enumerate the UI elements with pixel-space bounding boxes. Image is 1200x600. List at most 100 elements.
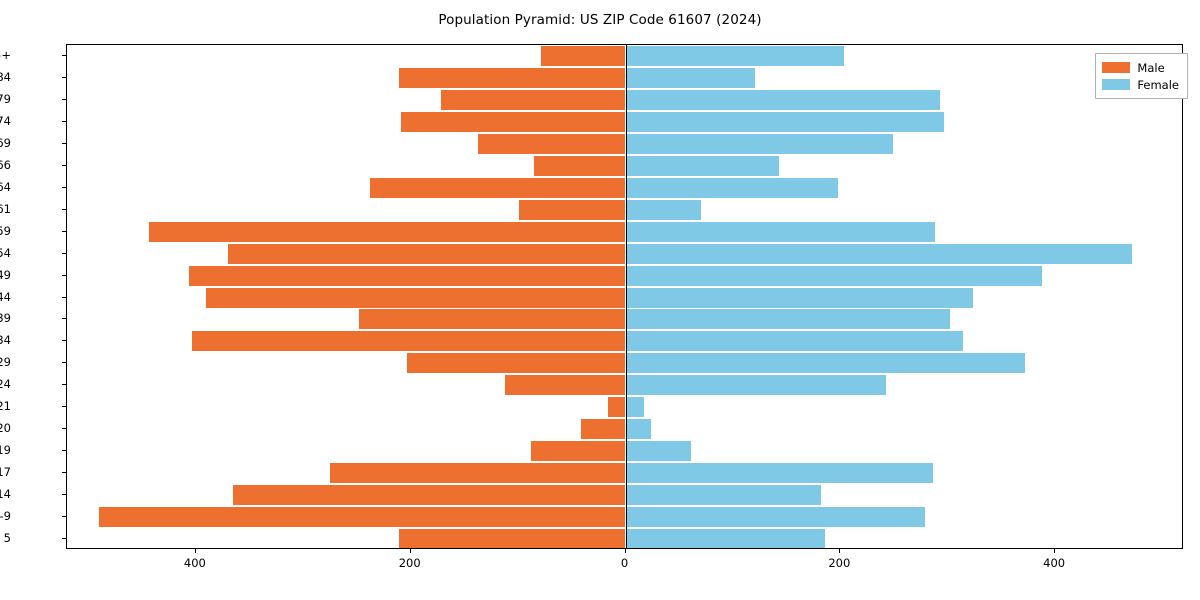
y-tick-label: 10-14 xyxy=(0,487,11,502)
bar-male-22-24[interactable] xyxy=(505,375,626,396)
y-tick-label: Under 5 xyxy=(0,531,11,546)
bar-row xyxy=(67,309,1182,330)
bar-female-45-49[interactable] xyxy=(625,265,1043,286)
y-tick-label: 35-39 xyxy=(0,311,11,326)
bar-male-25-29[interactable] xyxy=(407,353,626,374)
bar-female-20[interactable] xyxy=(625,419,652,440)
y-tick-label: 25-29 xyxy=(0,355,11,370)
bar-male-65-66[interactable] xyxy=(534,155,626,176)
bar-row xyxy=(67,155,1182,176)
y-tick-mark xyxy=(62,428,66,430)
bar-row xyxy=(67,67,1182,88)
bar-female-5-9[interactable] xyxy=(625,507,926,528)
bar-row xyxy=(67,331,1182,352)
bar-female-35-39[interactable] xyxy=(625,309,950,330)
y-tick-label: 20 xyxy=(0,421,11,436)
bar-male-30-34[interactable] xyxy=(191,331,626,352)
bar-male-40-44[interactable] xyxy=(205,287,626,308)
bar-male-15-17[interactable] xyxy=(330,463,626,484)
y-tick-mark xyxy=(62,406,66,408)
bar-female-65-66[interactable] xyxy=(625,155,780,176)
bar-male-20[interactable] xyxy=(581,419,626,440)
bar-row xyxy=(67,133,1182,154)
bar-male-75-79[interactable] xyxy=(440,89,626,110)
bar-female-67-69[interactable] xyxy=(625,133,893,154)
y-tick-mark xyxy=(62,164,66,166)
y-tick-mark xyxy=(62,450,66,452)
bar-male-18-19[interactable] xyxy=(530,441,626,462)
y-tick-label: 21 xyxy=(0,399,11,414)
bar-female-30-34[interactable] xyxy=(625,331,963,352)
bar-male-70-74[interactable] xyxy=(401,111,626,132)
y-tick-label: 18-19 xyxy=(0,443,11,458)
bar-row xyxy=(67,419,1182,440)
bar-female-60-61[interactable] xyxy=(625,199,701,220)
bar-female-10-14[interactable] xyxy=(625,485,821,506)
y-tick-mark xyxy=(62,120,66,122)
y-tick-mark xyxy=(62,274,66,276)
bar-female-50-54[interactable] xyxy=(625,243,1133,264)
bar-female-25-29[interactable] xyxy=(625,353,1026,374)
y-tick-mark xyxy=(62,318,66,320)
y-tick-label: 15-17 xyxy=(0,465,11,480)
bar-female-21[interactable] xyxy=(625,397,644,418)
y-tick-mark xyxy=(62,516,66,518)
plot-area xyxy=(66,44,1183,549)
bar-row xyxy=(67,397,1182,418)
y-tick-label: 62-64 xyxy=(0,179,11,194)
bar-male-50-54[interactable] xyxy=(228,243,626,264)
bar-row xyxy=(67,287,1182,308)
y-tick-label: 50-54 xyxy=(0,245,11,260)
bar-male-45-49[interactable] xyxy=(189,265,626,286)
y-tick-mark xyxy=(62,142,66,144)
y-tick-label: 60-61 xyxy=(0,201,11,216)
x-tick-label: 400 xyxy=(1043,556,1066,570)
y-tick-label: 85+ xyxy=(0,47,11,62)
bar-male-5-9[interactable] xyxy=(99,507,626,528)
bar-male-62-64[interactable] xyxy=(369,177,626,198)
bar-male-55-59[interactable] xyxy=(148,221,626,242)
y-tick-label: 70-74 xyxy=(0,113,11,128)
y-tick-label: 65-66 xyxy=(0,157,11,172)
bar-female-62-64[interactable] xyxy=(625,177,839,198)
bar-female-under-5[interactable] xyxy=(625,529,826,548)
bar-male-80-84[interactable] xyxy=(398,67,626,88)
legend-item-female[interactable]: Female xyxy=(1102,76,1179,93)
bar-female-40-44[interactable] xyxy=(625,287,974,308)
bar-female-70-74[interactable] xyxy=(625,111,945,132)
bar-male-85-[interactable] xyxy=(540,45,626,66)
bar-row xyxy=(67,507,1182,528)
y-tick-label: 5-9 xyxy=(0,509,11,524)
legend-item-male[interactable]: Male xyxy=(1102,59,1179,76)
bar-male-10-14[interactable] xyxy=(233,485,626,506)
bar-male-under-5[interactable] xyxy=(398,529,626,548)
bar-male-67-69[interactable] xyxy=(478,133,626,154)
y-tick-label: 55-59 xyxy=(0,223,11,238)
x-tick-label: 400 xyxy=(183,556,206,570)
x-tick-mark xyxy=(194,549,196,553)
legend-swatch-male xyxy=(1102,62,1131,73)
bar-row xyxy=(67,485,1182,506)
legend-label-female: Female xyxy=(1137,77,1179,92)
bar-male-21[interactable] xyxy=(608,397,626,418)
y-tick-mark xyxy=(62,340,66,342)
bar-male-60-61[interactable] xyxy=(519,199,626,220)
bar-female-18-19[interactable] xyxy=(625,441,692,462)
bar-female-15-17[interactable] xyxy=(625,463,933,484)
y-tick-mark xyxy=(62,252,66,254)
y-tick-mark xyxy=(62,362,66,364)
x-tick-label: 0 xyxy=(620,556,629,570)
bar-female-80-84[interactable] xyxy=(625,67,756,88)
bar-row xyxy=(67,199,1182,220)
bar-female-55-59[interactable] xyxy=(625,221,935,242)
bar-female-22-24[interactable] xyxy=(625,375,887,396)
bar-row xyxy=(67,243,1182,264)
x-tick-mark xyxy=(839,549,841,553)
y-tick-mark xyxy=(62,384,66,386)
bar-male-35-39[interactable] xyxy=(359,309,626,330)
y-tick-mark xyxy=(62,98,66,100)
bar-female-75-79[interactable] xyxy=(625,89,941,110)
y-tick-mark xyxy=(62,186,66,188)
bar-female-85-[interactable] xyxy=(625,45,844,66)
